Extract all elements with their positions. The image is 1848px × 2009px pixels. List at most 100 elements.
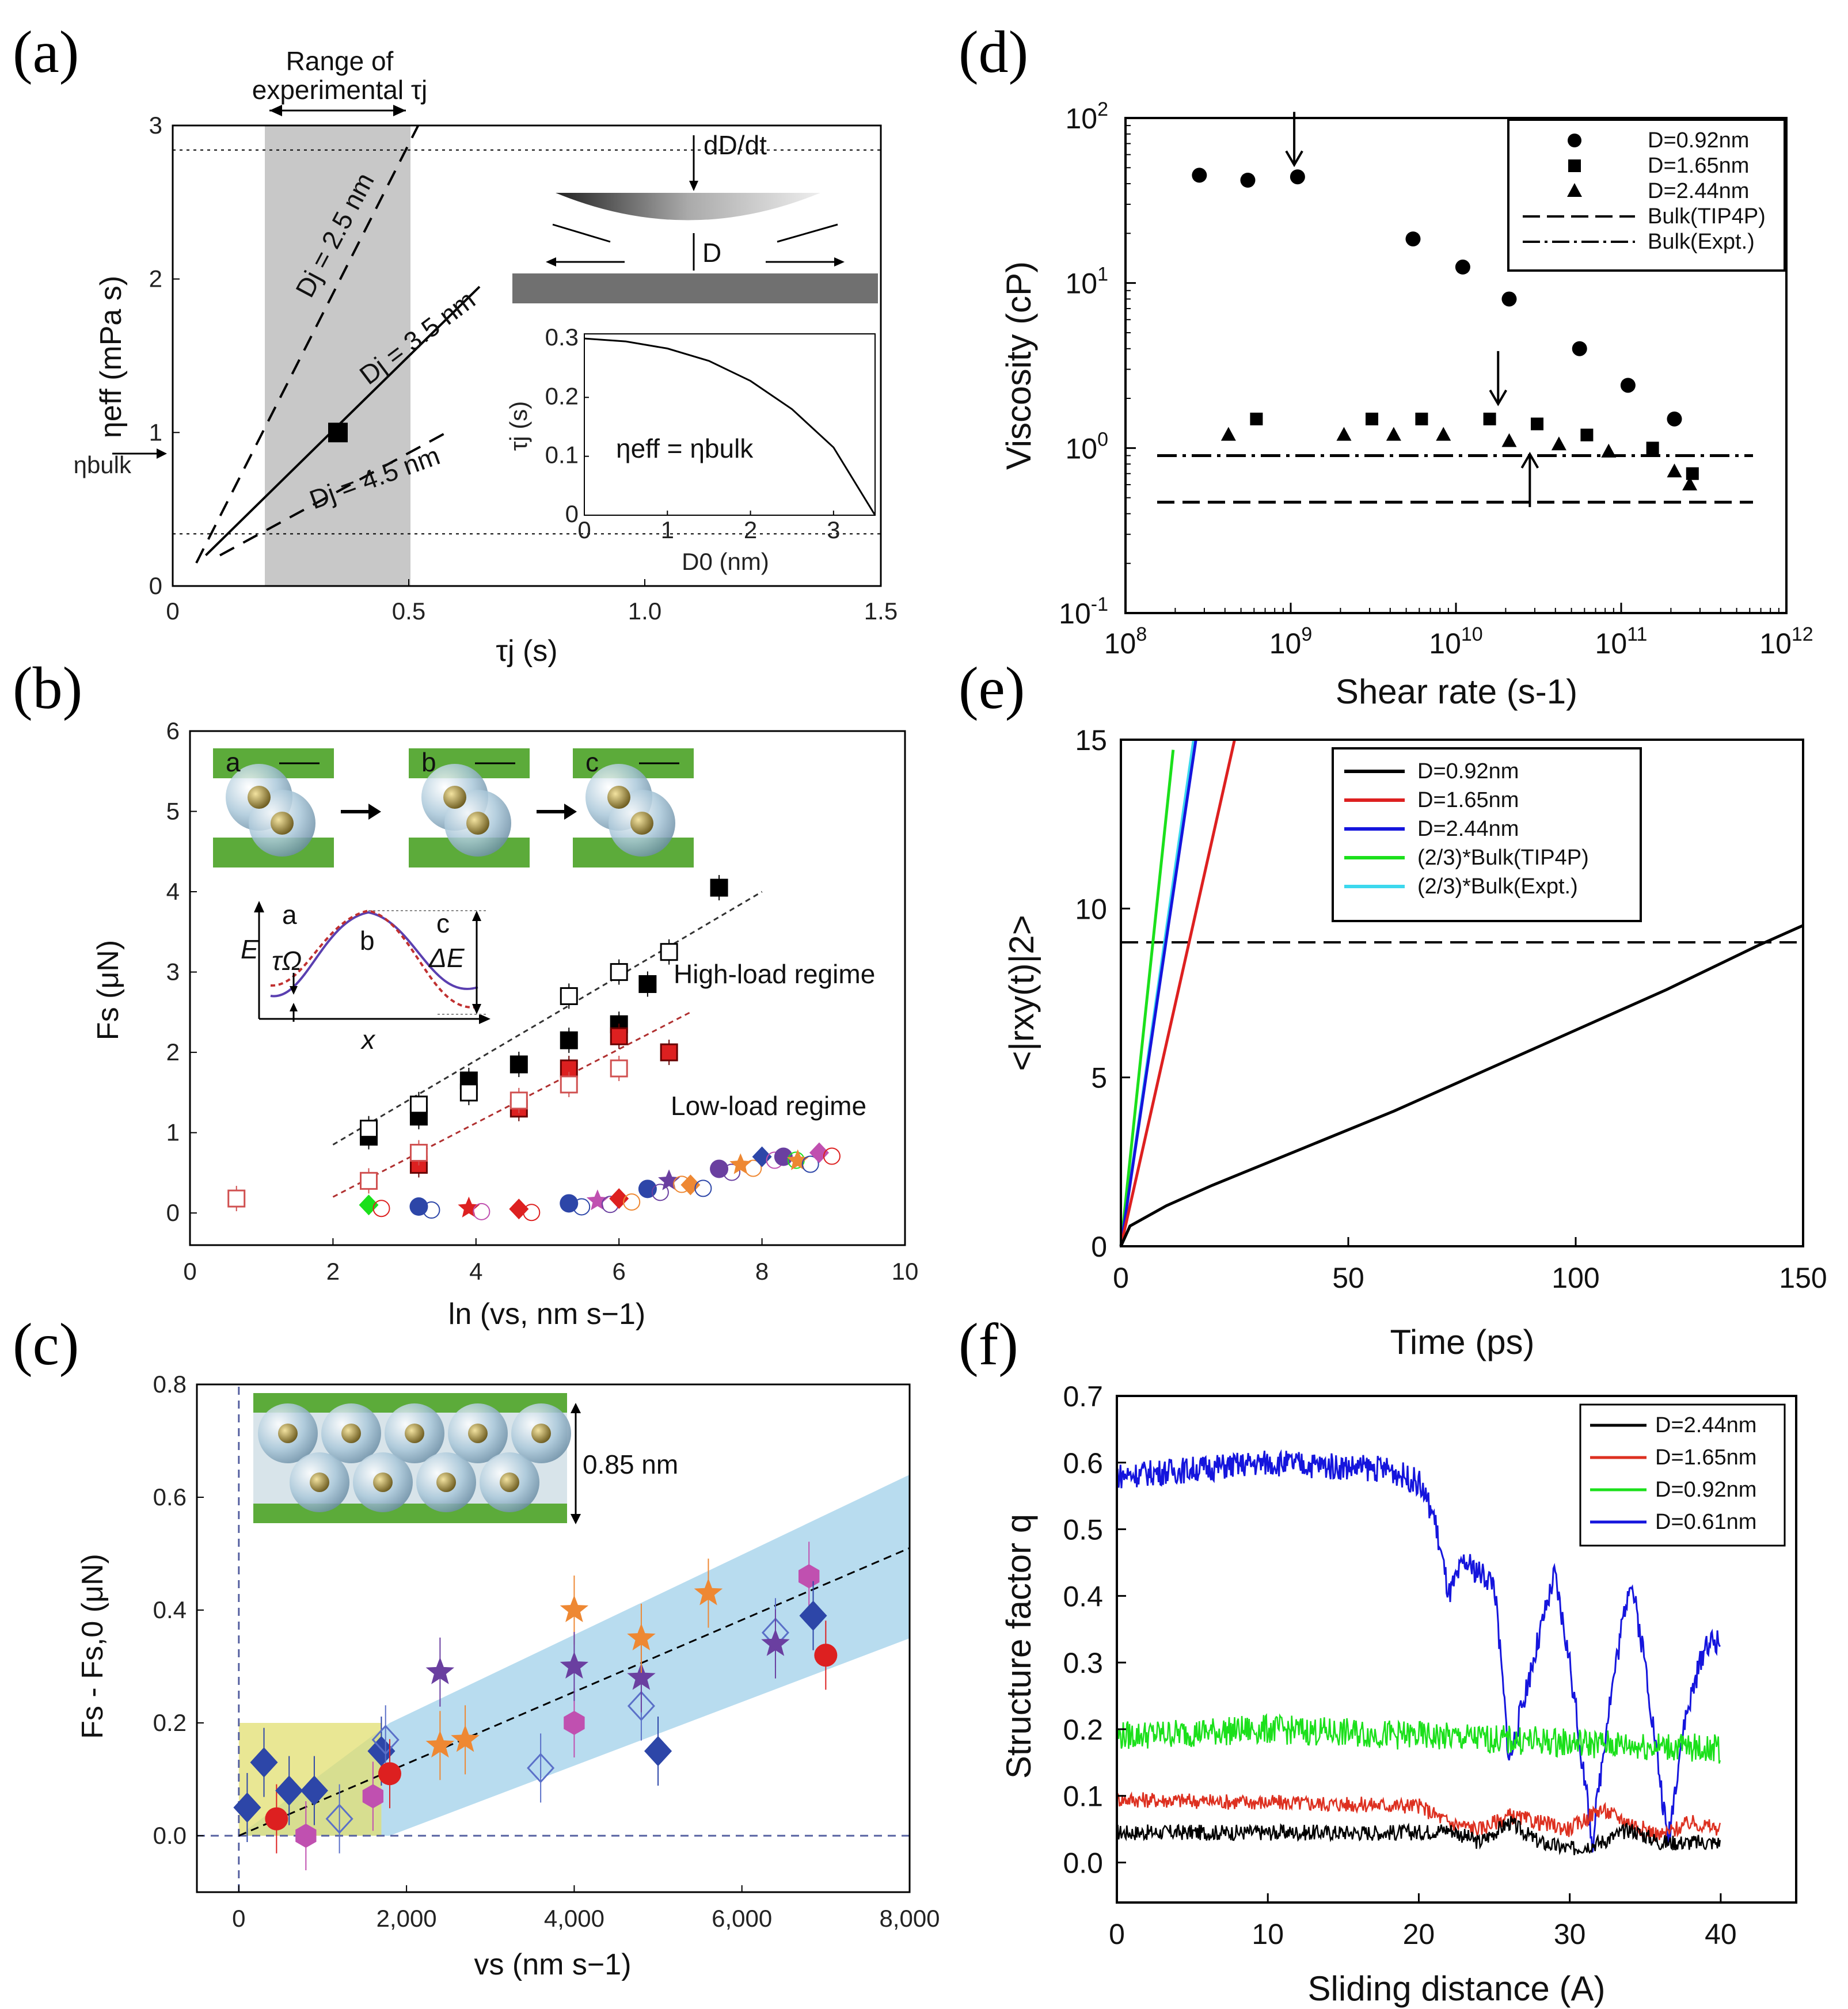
data-point: [423, 1201, 440, 1219]
ion: [531, 1424, 551, 1443]
data-point: [509, 1091, 528, 1110]
data-point: [1405, 231, 1421, 247]
x-tick-label: 2: [326, 1258, 340, 1285]
series-line: [1119, 749, 1175, 1247]
series-line: [1116, 1816, 1721, 1855]
y-tick-label: 0.5: [1063, 1514, 1103, 1546]
inset-ylabel: τj (s): [505, 401, 532, 451]
x-tick-label: 40: [1705, 1918, 1737, 1950]
data-point: [1501, 291, 1517, 307]
data-point: [295, 1824, 317, 1848]
ion: [436, 1472, 456, 1492]
inset-y-tick-label: 0.1: [545, 442, 579, 469]
y-tick-label: 15: [1075, 724, 1107, 756]
x-tick-label: 30: [1554, 1918, 1586, 1950]
data-point: [1686, 467, 1699, 480]
data-point: [729, 1153, 752, 1174]
legend-label: D=2.44nm: [1417, 817, 1519, 841]
data-point: [1290, 169, 1305, 185]
panel-c: 0 2,000 4,000 6,000 8,000 0.0 0.2 0.4 0.6 0.8 Fs …: [76, 1371, 940, 1981]
data-point: [823, 1147, 841, 1165]
data-point: [227, 1189, 246, 1208]
ion: [468, 1424, 488, 1443]
stage-label: c: [585, 747, 599, 777]
legend-label: D=1.65nm: [1648, 154, 1749, 178]
x-tick-label: 10: [1252, 1918, 1284, 1950]
x-tick-label: 50: [1332, 1262, 1364, 1294]
x-tick-label: 2,000: [377, 1905, 437, 1932]
legend-label: D=1.65nm: [1417, 788, 1519, 812]
panel-e-plot: 0 50 100 150 0 5 10 15 <|rxy(t)|2> Time (ps): [1002, 724, 1827, 1361]
data-point: [509, 1055, 528, 1074]
data-point: [564, 1711, 585, 1735]
panel-e-legend: D=0.92nm D=1.65nm D=2.44nm (2/3)*Bulk(TIP4P…: [1332, 747, 1642, 922]
data-point: [627, 1662, 656, 1690]
energy-E-label: E: [241, 934, 259, 964]
data-point: [1220, 427, 1236, 441]
panel-label-d: (d): [959, 19, 1028, 85]
data-point: [638, 975, 657, 994]
fit-line: [332, 1011, 691, 1198]
ion: [466, 812, 489, 835]
inset-y-tick-label: 0: [565, 500, 579, 527]
y-tick-label: 1: [149, 418, 162, 446]
series-line: [1116, 1713, 1721, 1764]
legend-label: D=1.65nm: [1655, 1445, 1756, 1470]
data-point: [1682, 476, 1698, 490]
x-tick-label: 6: [613, 1258, 626, 1285]
x-tick-label: 1.5: [864, 598, 898, 625]
y-tick-label: 0.2: [1063, 1714, 1103, 1746]
legend-label: D=0.92nm: [1655, 1478, 1756, 1502]
ion: [630, 812, 653, 835]
panel-d-legend: D=0.92nmD=1.65nmD=2.44nmBulk(TIP4P)Bulk(…: [1507, 119, 1786, 272]
x-tick-label: 0: [183, 1258, 196, 1285]
ion: [500, 1472, 519, 1492]
energy-deltaE-label: ΔE: [428, 943, 465, 973]
panel-e-frame: [1120, 739, 1804, 1247]
legend-label: D=0.92nm: [1648, 128, 1749, 153]
flow-arrowheads: [546, 257, 845, 267]
energy-x-label: x: [360, 1025, 376, 1055]
inset-xlabel: D0 (nm): [682, 548, 769, 575]
data-point: [560, 1595, 589, 1622]
data-point: [527, 1753, 555, 1783]
legend-marker: [1568, 134, 1581, 147]
gap-label: D: [702, 238, 721, 268]
x-tick-label: 0: [1109, 1918, 1125, 1950]
data-point: [694, 1179, 712, 1197]
ion: [248, 786, 271, 809]
data-point: [523, 1204, 541, 1222]
stage-label: b: [421, 747, 436, 777]
y-tick-label: 2: [166, 1038, 180, 1066]
y-axis-label: <|rxy(t)|2>: [1002, 915, 1041, 1071]
y-tick-label: 0.4: [1063, 1580, 1103, 1612]
data-point: [1646, 442, 1659, 455]
y-tick-label: 100: [1065, 428, 1108, 465]
data-point: [774, 1147, 793, 1166]
data-point: [359, 1194, 379, 1216]
x-tick-label: 20: [1403, 1918, 1435, 1950]
data-point: [409, 1144, 428, 1162]
data-point: [560, 1194, 579, 1213]
legend-label: D=0.92nm: [1417, 759, 1519, 783]
thickness-label: 0.85 nm: [583, 1449, 678, 1479]
data-point: [1501, 433, 1517, 447]
data-point: [1580, 428, 1594, 442]
y-tick-label: 102: [1065, 98, 1108, 135]
y-tick-label: 0.2: [153, 1709, 187, 1736]
inset-eq: ηeff = ηbulk: [616, 433, 754, 463]
fit-line: [332, 891, 763, 1146]
data-point: [300, 1775, 328, 1806]
annotation-arrowhead: [1489, 389, 1507, 406]
y-tick-label: 0.3: [1063, 1647, 1103, 1679]
y-tick-label: 3: [149, 112, 162, 139]
panel-d: 108 109 1010 1011 1012 10-1 100 101 102 Viscosity…: [999, 98, 1813, 711]
data-point: [372, 1200, 390, 1217]
data-point: [1250, 412, 1263, 425]
data-point: [1366, 412, 1379, 425]
inset-curve: [584, 337, 876, 516]
dDdt-label: dD/dt: [704, 130, 767, 160]
series-line: [1119, 739, 1197, 1247]
data-point: [809, 1142, 829, 1163]
data-point: [638, 1179, 657, 1198]
